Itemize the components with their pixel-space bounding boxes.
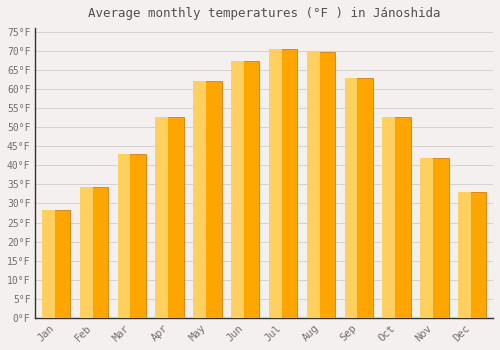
- Bar: [231, 61, 244, 318]
- Bar: [80, 188, 108, 318]
- Bar: [118, 154, 146, 318]
- Bar: [193, 82, 222, 318]
- Bar: [118, 154, 130, 318]
- Bar: [420, 158, 433, 318]
- Bar: [42, 210, 54, 318]
- Bar: [156, 117, 184, 318]
- Title: Average monthly temperatures (°F ) in Jánoshida: Average monthly temperatures (°F ) in Já…: [88, 7, 441, 20]
- Bar: [458, 192, 471, 318]
- Bar: [306, 52, 320, 318]
- Bar: [80, 188, 92, 318]
- Bar: [344, 78, 358, 318]
- Bar: [458, 192, 486, 318]
- Bar: [420, 158, 448, 318]
- Bar: [382, 117, 395, 318]
- Bar: [231, 61, 260, 318]
- Bar: [156, 117, 168, 318]
- Bar: [269, 49, 281, 318]
- Bar: [193, 82, 206, 318]
- Bar: [42, 210, 70, 318]
- Bar: [306, 52, 335, 318]
- Bar: [344, 78, 373, 318]
- Bar: [269, 49, 298, 318]
- Bar: [382, 117, 411, 318]
